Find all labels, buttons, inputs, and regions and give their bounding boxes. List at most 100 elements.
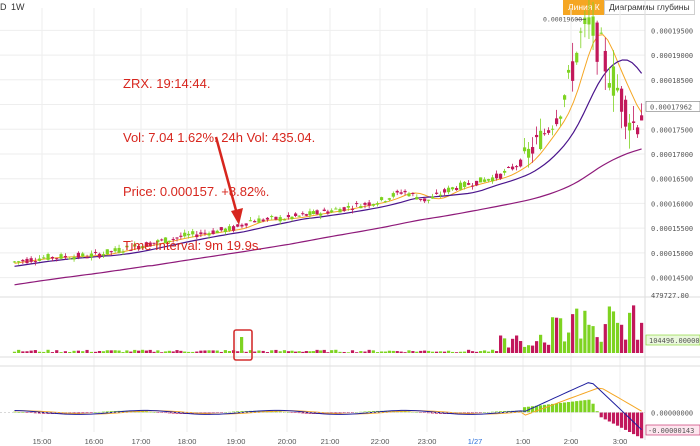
candle <box>338 208 342 213</box>
candle <box>371 204 375 206</box>
candle <box>282 219 287 221</box>
volume-bar <box>330 350 334 353</box>
macd-histogram-bar <box>632 412 636 435</box>
volume-bar <box>632 305 636 353</box>
candle <box>523 147 527 152</box>
macd-histogram-bar <box>297 412 301 414</box>
volume-bar <box>355 352 359 353</box>
macd-histogram-bar <box>499 411 503 413</box>
macd-histogram-bar <box>59 412 63 414</box>
volume-bar <box>427 350 431 353</box>
macd-histogram-bar <box>599 412 603 418</box>
macd-histogram-bar <box>543 404 547 413</box>
volume-bar <box>236 351 240 353</box>
volume-bar <box>183 351 187 353</box>
candle <box>12 261 17 263</box>
volume-bar <box>591 326 595 353</box>
timeframe-d-tab[interactable]: D <box>0 2 7 12</box>
candle <box>265 217 270 220</box>
volume-bar <box>539 334 543 353</box>
volume-bar <box>319 350 323 353</box>
x-tick-label: 18:00 <box>178 437 197 446</box>
candle <box>121 251 125 253</box>
volume-bar <box>152 351 156 353</box>
volume-bar <box>29 350 33 353</box>
volume-bars <box>12 305 644 353</box>
candle <box>459 182 463 190</box>
volume-bar <box>579 338 583 353</box>
candle <box>475 180 479 186</box>
macd-histogram-bar <box>363 411 367 413</box>
candle <box>531 147 535 154</box>
candle <box>304 214 308 216</box>
volume-bar <box>640 322 644 353</box>
macd-histogram-bar <box>551 403 555 413</box>
volume-bar <box>121 352 125 353</box>
volume-bar <box>403 352 407 353</box>
volume-bar <box>435 351 439 353</box>
volume-bar <box>571 314 575 353</box>
candlesticks <box>12 0 644 266</box>
volume-bar <box>89 351 93 353</box>
candle <box>447 187 451 193</box>
candle <box>240 224 244 227</box>
depth-chart-button[interactable]: Диаграммы глубины <box>604 0 695 15</box>
x-tick-label: 2:00 <box>564 437 579 446</box>
volume-bar <box>483 350 487 353</box>
candle <box>379 197 384 201</box>
volume-bar <box>559 318 563 353</box>
volume-bar <box>439 351 443 353</box>
macd-panel <box>0 382 645 439</box>
candle <box>463 181 467 187</box>
macd-histogram-bar <box>615 412 620 426</box>
volume-bar <box>350 350 355 353</box>
candle <box>439 194 443 196</box>
candle <box>471 185 475 187</box>
timeframe-1w-tab[interactable]: 1W <box>11 2 25 12</box>
volume-bar <box>447 350 451 353</box>
candle <box>419 199 423 201</box>
macd-zero-label: 0.00000000 <box>651 409 693 417</box>
volume-bar <box>543 342 547 353</box>
volume-bar <box>63 351 67 353</box>
candle <box>595 22 599 62</box>
macd-histogram-bar <box>467 412 471 414</box>
current-volume-label: 104496.00000 <box>649 337 700 345</box>
candle <box>187 233 191 236</box>
candle <box>455 187 459 191</box>
kline-button[interactable]: Линия К <box>563 0 605 15</box>
candle <box>407 193 411 197</box>
annotation-line: ZRX. 19:14:44. <box>123 76 211 91</box>
volume-bar <box>491 349 495 353</box>
volume-bar <box>137 350 141 353</box>
candle <box>211 230 215 235</box>
volume-bar <box>487 351 491 353</box>
price-tick-label: 0.00015000 <box>651 250 693 258</box>
volume-bar <box>282 350 287 353</box>
candle <box>571 61 575 81</box>
volume-bar <box>294 351 298 353</box>
volume-bar-highlight <box>240 337 244 353</box>
volume-bar <box>527 345 531 353</box>
current-price-box <box>645 101 700 112</box>
macd-histogram-bar <box>207 412 211 414</box>
volume-bar <box>615 322 620 353</box>
x-tick-label: 3:00 <box>613 437 628 446</box>
volume-bar <box>326 352 330 353</box>
candle <box>286 215 291 218</box>
candle <box>583 17 587 25</box>
volume-bar <box>342 351 346 353</box>
volume-bar <box>97 350 102 353</box>
candle <box>375 203 380 205</box>
macd-histogram-bar <box>559 402 563 413</box>
macd-histogram-bar <box>85 412 89 413</box>
volume-bar <box>338 351 342 353</box>
ma-fast-line <box>14 34 643 264</box>
volume-bar <box>511 338 515 353</box>
volume-bar <box>507 347 511 353</box>
macd-histogram-bar <box>595 411 599 413</box>
candle <box>236 224 240 227</box>
volume-bar <box>109 350 113 353</box>
volume-bar <box>371 350 375 353</box>
candle <box>487 179 491 181</box>
